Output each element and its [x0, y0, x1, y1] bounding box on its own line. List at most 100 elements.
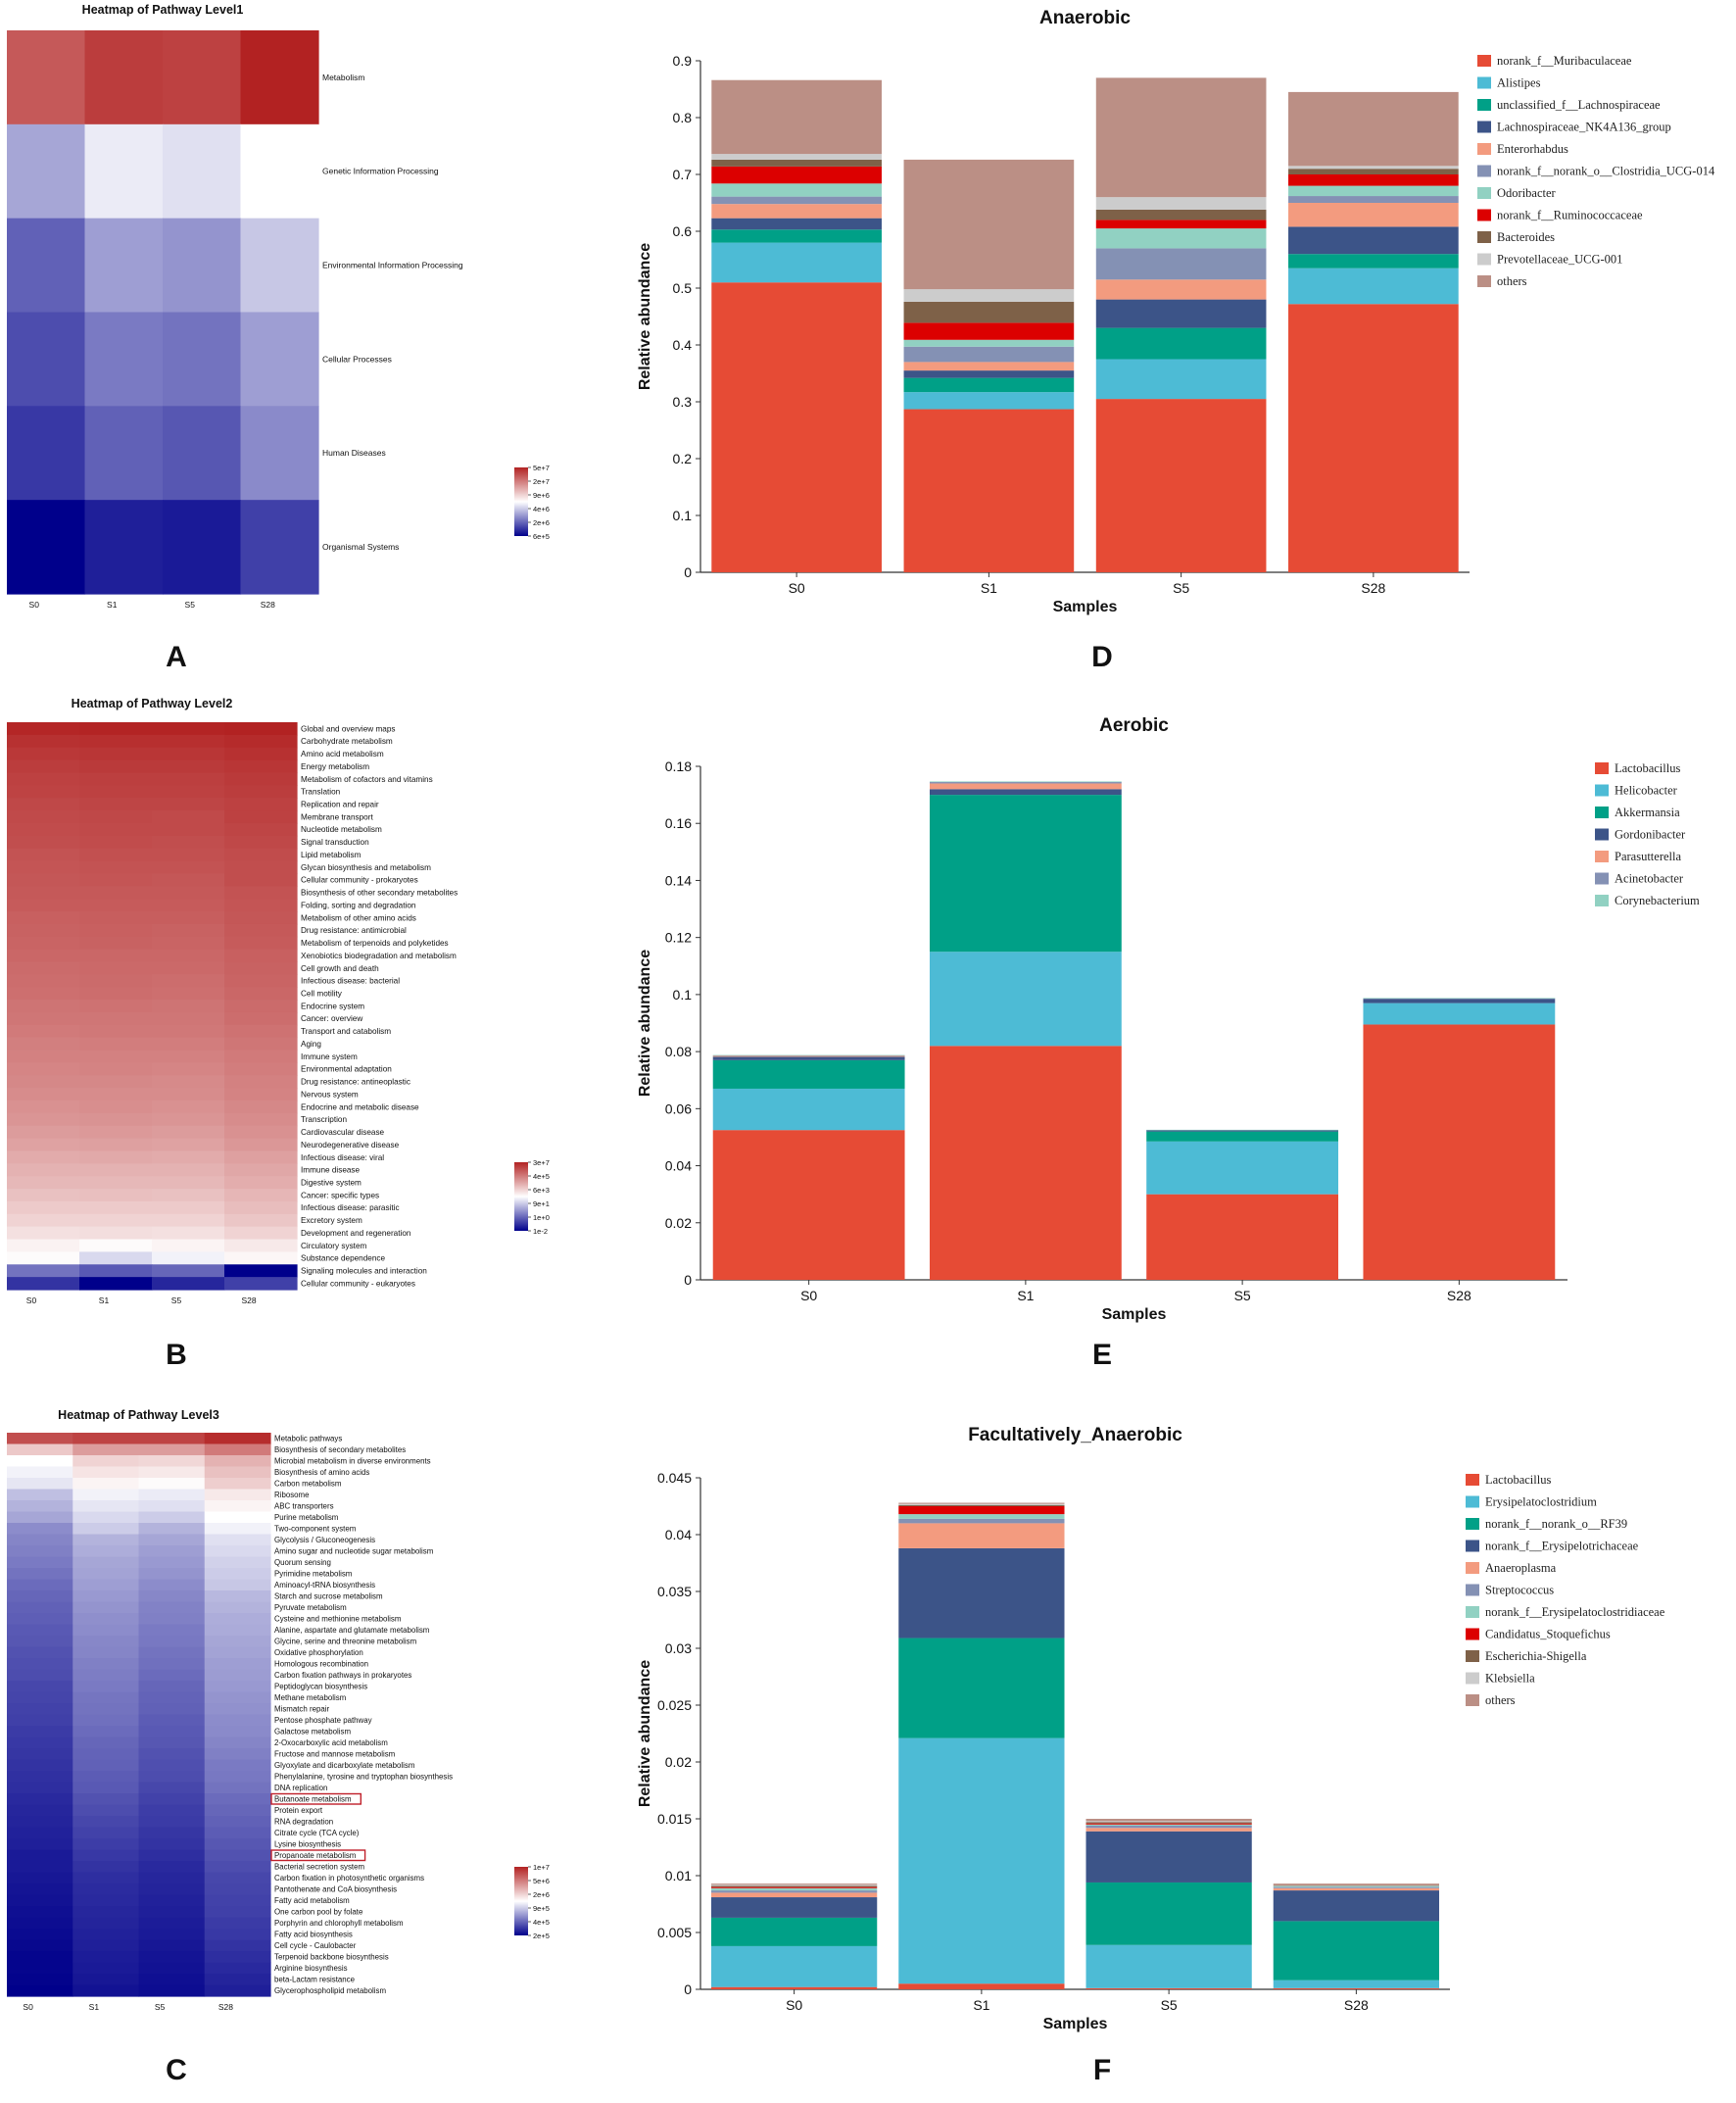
heatmap-cell	[79, 1200, 153, 1215]
heatmap-cell	[224, 1037, 298, 1052]
y-tick-label: 0.14	[665, 872, 692, 888]
legend-label: unclassified_f__Lachnospiraceae	[1497, 98, 1661, 112]
heatmap-cell	[152, 873, 225, 887]
legend-swatch-erysipelatoclostridium	[1466, 1495, 1479, 1508]
legend-swatch-candidatus-stoquefichus	[1466, 1628, 1479, 1640]
heatmap-cell	[79, 734, 153, 749]
heatmap-row-label: 2-Oxocarboxylic acid metabolism	[274, 1738, 388, 1747]
heatmap-cell	[72, 1703, 140, 1716]
heatmap-cell	[152, 1239, 225, 1252]
heatmap-cell	[240, 123, 319, 220]
heatmap-cell	[79, 899, 153, 912]
heatmap-cell	[204, 1703, 271, 1716]
legend-swatch-norank-f-muribaculaceae	[1477, 55, 1491, 67]
heatmap-column-label: S0	[23, 2002, 33, 2012]
heatmap-cell	[224, 1125, 298, 1140]
legend-swatch-norank-f-erysipelotrichaceae	[1466, 1540, 1479, 1552]
heatmap-row-label: Cardiovascular disease	[301, 1128, 385, 1137]
heatmap-cell	[224, 949, 298, 963]
highlight-box	[270, 1792, 362, 1805]
legend-swatch-parasutterella	[1595, 851, 1609, 862]
bar-segment-lactobacillus	[712, 1130, 905, 1280]
heatmap-cell	[138, 1883, 206, 1896]
bar-segment-corynebacterium	[712, 1054, 905, 1056]
heatmap-cell	[7, 1714, 73, 1727]
heatmap-cell	[79, 949, 153, 963]
y-tick-label: 0.045	[657, 1470, 692, 1486]
heatmap-cell	[72, 1489, 140, 1501]
heatmap-cell	[79, 860, 153, 874]
y-tick-label: 0.12	[665, 930, 692, 946]
heatmap-cell	[7, 406, 86, 501]
x-tick-label: S5	[1234, 1288, 1251, 1303]
legend-tick-label: 5e+7	[533, 464, 550, 472]
heatmap-cell	[138, 1534, 206, 1546]
heatmap-cell	[152, 835, 225, 850]
bar-segment-norank-f-ruminococcaceae	[711, 166, 882, 184]
heatmap-row-label: Immune disease	[301, 1166, 361, 1175]
y-tick-label: 0.03	[665, 1640, 692, 1656]
heatmap-row-label: RNA degradation	[274, 1818, 333, 1827]
heatmap-cell	[138, 1636, 206, 1648]
bar-segment-streptococcus	[1085, 1825, 1252, 1829]
heatmap-cell	[7, 1827, 73, 1839]
heatmap-cell	[138, 1872, 206, 1884]
heatmap-cell	[240, 500, 319, 595]
heatmap-cell	[72, 1872, 140, 1884]
heatmap-cell	[72, 1861, 140, 1874]
legend-label: Prevotellaceae_UCG-001	[1497, 253, 1622, 267]
heatmap-cell	[152, 772, 225, 786]
bar-segment-candidatus-stoquefichus	[898, 1506, 1065, 1515]
bar-segment-corynebacterium	[1146, 1129, 1339, 1131]
heatmap-cell	[204, 1556, 271, 1569]
heatmap-cell	[7, 759, 80, 774]
bar-segment-norank-f-norank-o-rf39	[710, 1917, 878, 1946]
heatmap-cell	[152, 1088, 225, 1101]
heatmap-cell	[224, 798, 298, 811]
bar-segment-lactobacillus	[1273, 1987, 1440, 1989]
heatmap-cell	[152, 1163, 225, 1177]
heatmap-row-label: Carbon metabolism	[274, 1480, 342, 1489]
heatmap-row-label: Environmental Information Processing	[322, 261, 463, 270]
bar-segment-helicobacter	[929, 952, 1122, 1047]
heatmap-cell	[224, 810, 298, 824]
heatmap-cell	[224, 961, 298, 975]
heatmap-row-label: Microbial metabolism in diverse environm…	[274, 1457, 431, 1466]
bar-segment-anaeroplasma	[1273, 1887, 1440, 1891]
heatmap-cell	[72, 1984, 140, 1997]
heatmap-cell	[7, 835, 80, 850]
x-axis-label: Samples	[1043, 2016, 1108, 2032]
x-tick-label: S0	[786, 1997, 802, 2013]
heatmap-cell	[204, 1984, 271, 1997]
heatmap-cell	[84, 312, 164, 407]
heatmap-cell	[204, 1568, 271, 1581]
heatmap-cell	[72, 1883, 140, 1896]
heatmap-cell	[79, 1264, 153, 1278]
heatmap-cell	[138, 1861, 206, 1874]
heatmap-cell	[79, 1213, 153, 1228]
heatmap-row-label: Biosynthesis of other secondary metaboli…	[301, 889, 458, 898]
bar-segment-norank-f-norank-o-clostridia-ucg-014	[903, 346, 1075, 363]
heatmap-cell	[72, 1726, 140, 1738]
heatmap-cell	[72, 1748, 140, 1761]
heatmap-cell	[163, 312, 242, 407]
heatmap-cell	[138, 1736, 206, 1749]
heatmap-row-label: Ribosome	[274, 1491, 310, 1499]
bar-segment-erysipelatoclostridium	[710, 1945, 878, 1987]
heatmap-cell	[204, 1455, 271, 1468]
heatmap-cell	[7, 1872, 73, 1884]
heatmap-cell	[72, 1534, 140, 1546]
panel-letter-f: F	[1093, 2054, 1111, 2086]
heatmap-row-label: Amino acid metabolism	[301, 750, 384, 758]
heatmap-cell	[79, 1138, 153, 1152]
y-tick-label: 0.005	[657, 1925, 692, 1940]
heatmap-cell	[152, 1050, 225, 1063]
heatmap-cell	[7, 722, 80, 736]
heatmap-cell	[138, 1838, 206, 1851]
heatmap-cell	[204, 1939, 271, 1952]
heatmap-cell	[7, 1568, 73, 1581]
bar-segment-gordonibacter	[929, 789, 1122, 796]
heatmap-cell	[7, 1037, 80, 1052]
legend-label: others	[1497, 274, 1527, 288]
bar-segment-norank-f-ruminococcaceae	[1095, 220, 1267, 229]
